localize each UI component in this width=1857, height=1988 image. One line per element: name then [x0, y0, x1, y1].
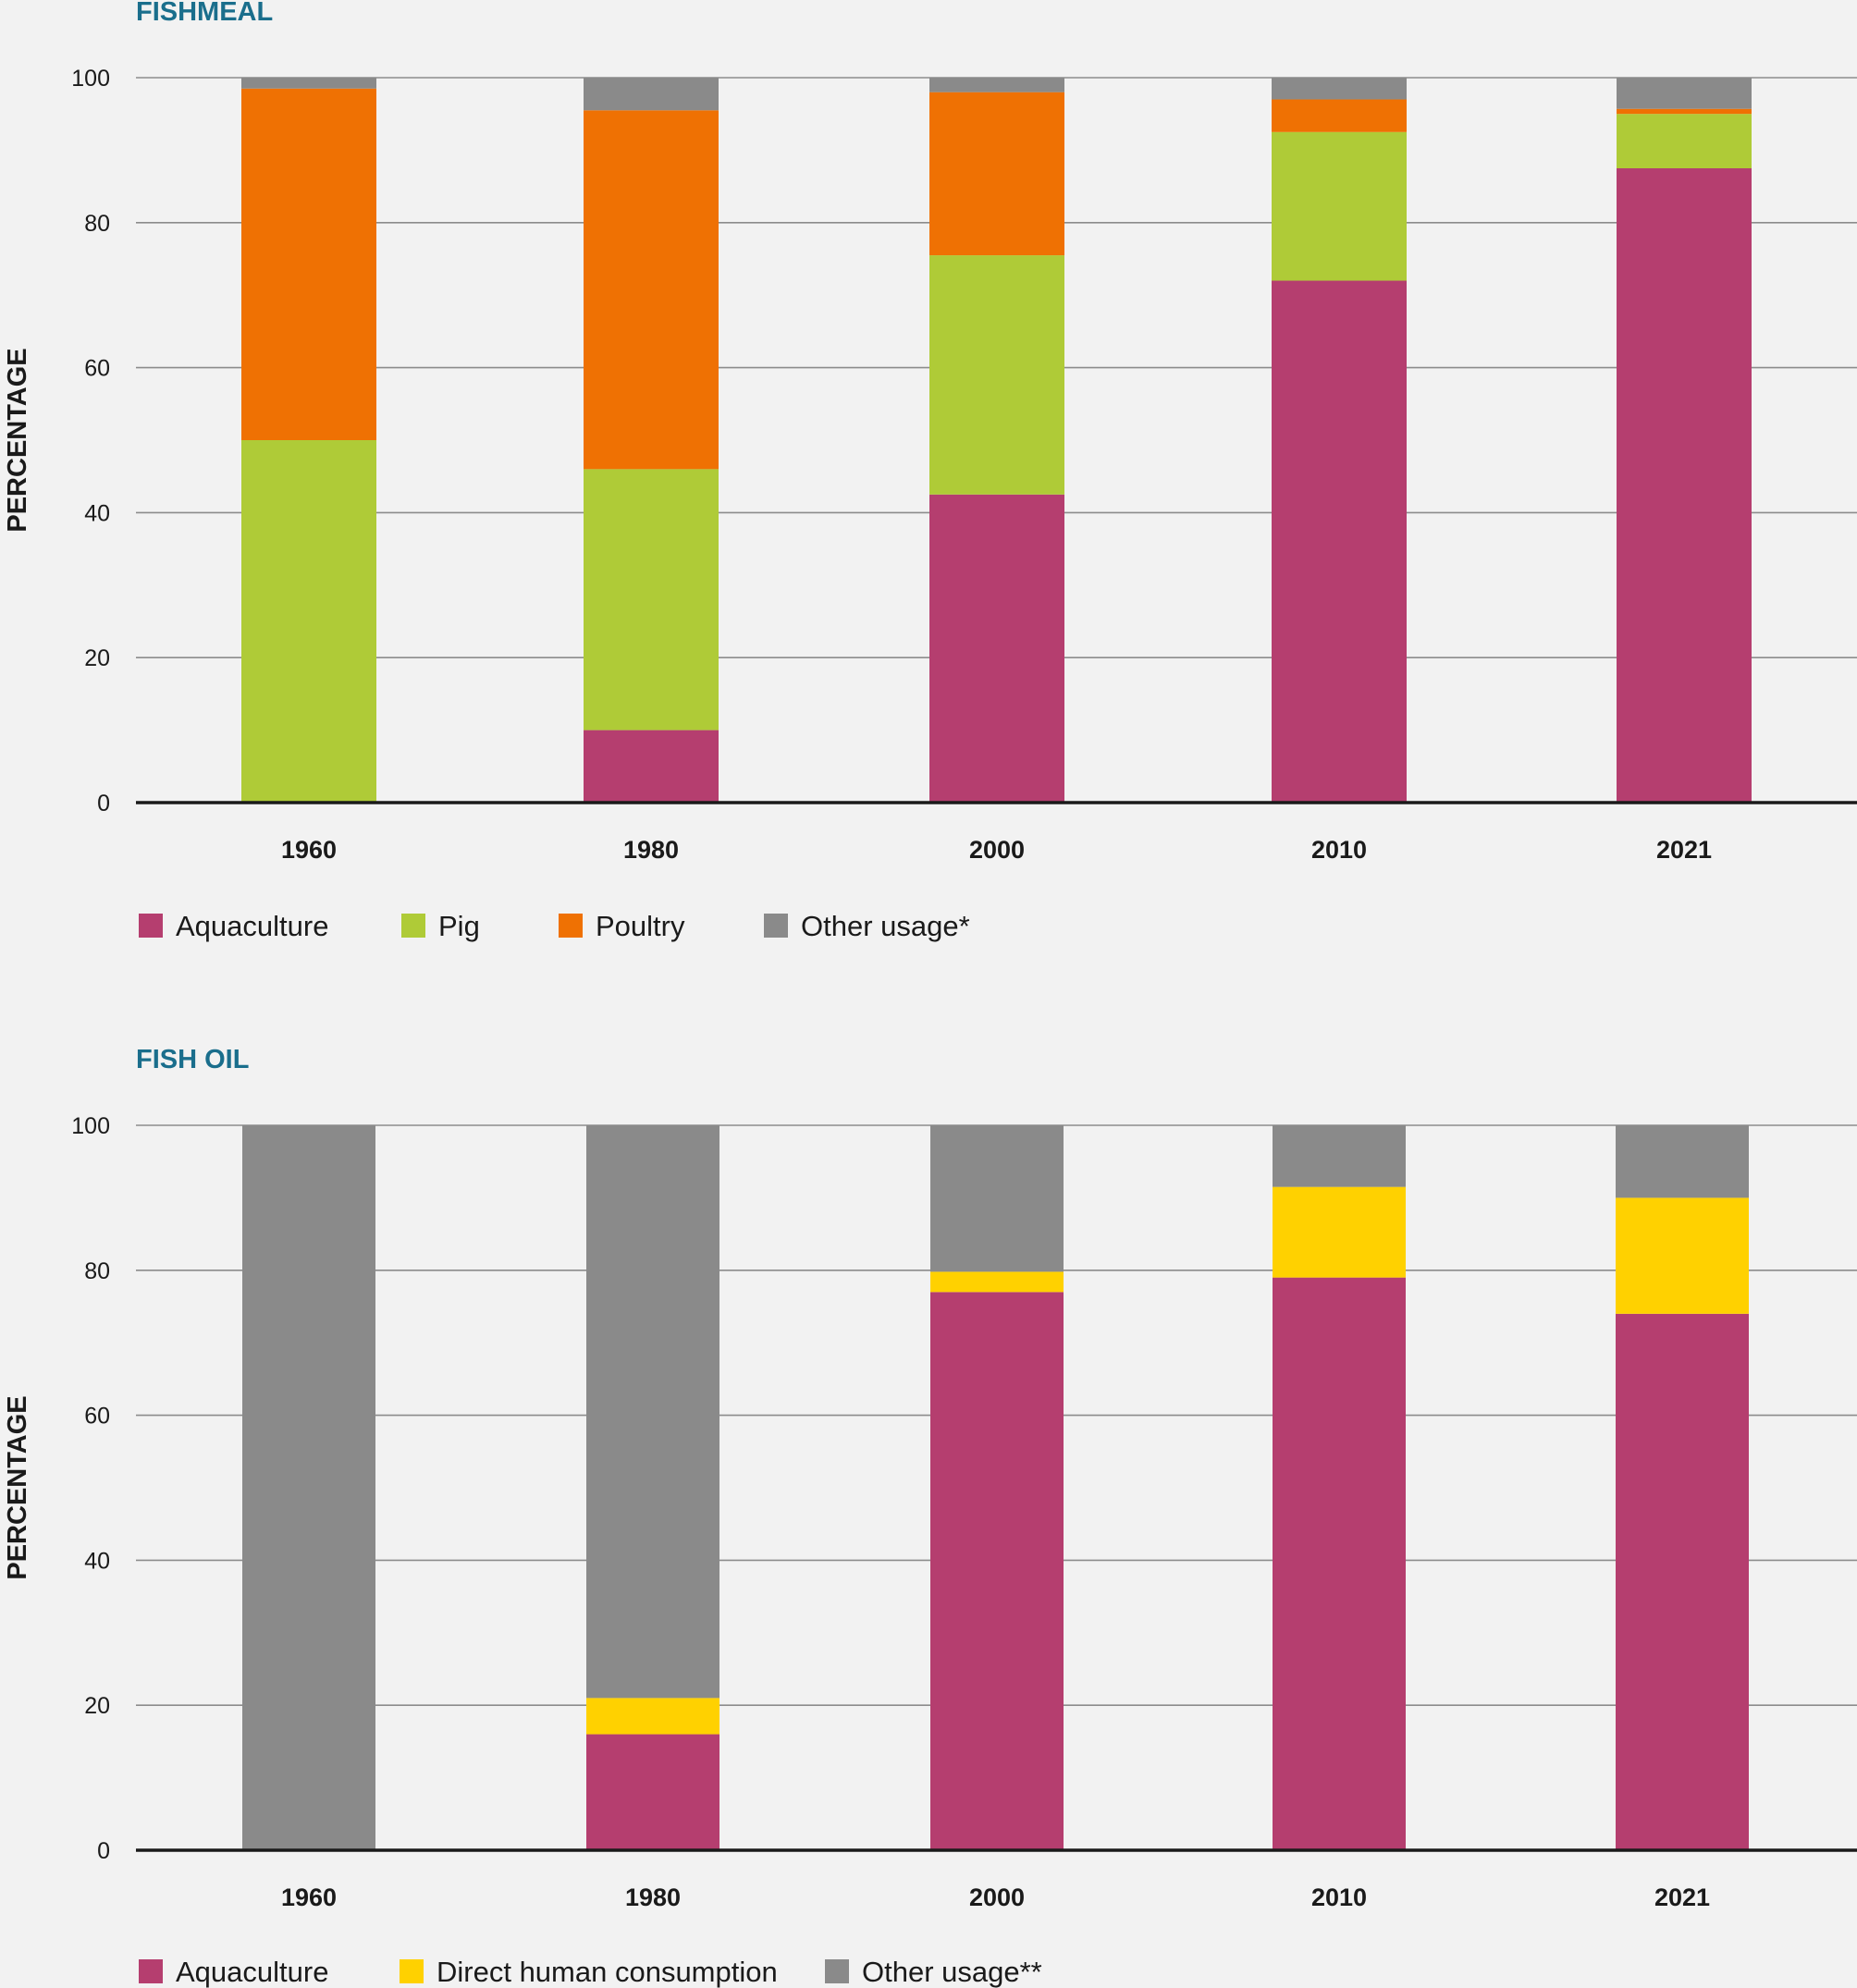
x-tick-label: 2000	[969, 1884, 1025, 1911]
x-tick-label: 2021	[1654, 1884, 1710, 1911]
bar-pig-1960	[241, 440, 376, 803]
chart-fish-oil: FISH OIL 0 20 40 60 80 100 PERCENTAGE 1960 1980 20…	[3, 1045, 1857, 1988]
legend-label: Pig	[438, 910, 480, 942]
bar-direct-human-consumption-2021	[1616, 1197, 1749, 1314]
bar-other-usage-1980	[586, 1125, 719, 1699]
y-axis-label: PERCENTAGE	[3, 1395, 32, 1579]
bar-other-usage-2010	[1273, 1125, 1406, 1187]
bar-direct-human-consumption-1980	[586, 1698, 719, 1735]
bar-direct-human-consumption-2010	[1273, 1186, 1406, 1278]
bar-other-usage-2000	[930, 1125, 1064, 1272]
legend-swatch	[401, 914, 425, 938]
legend-swatch	[825, 1959, 849, 1983]
y-tick-label: 80	[84, 1258, 110, 1284]
bar-aquaculture-2000	[929, 494, 1064, 803]
y-tick-label: 0	[97, 1838, 110, 1864]
x-tick-label: 2010	[1311, 836, 1367, 864]
legend-item-poultry: Poultry	[559, 910, 685, 942]
y-tick-label: 60	[84, 356, 110, 382]
bar-other-usage-1960	[242, 1125, 375, 1850]
chart-title: FISH OIL	[136, 1045, 249, 1074]
legend-item-other-usage: Other usage**	[825, 1956, 1042, 1988]
bar-aquaculture-2021	[1617, 168, 1752, 803]
y-tick-label: 100	[71, 1113, 110, 1139]
legend-item-aquaculture: Aquaculture	[139, 1956, 328, 1988]
legend-label: Aquaculture	[176, 910, 328, 942]
x-tick-label: 1980	[623, 836, 679, 864]
legend-item-aquaculture: Aquaculture	[139, 910, 328, 942]
y-tick-label: 0	[97, 791, 110, 816]
legend-swatch	[139, 914, 163, 938]
bar-direct-human-consumption-2000	[930, 1271, 1064, 1293]
legend-label: Poultry	[596, 910, 685, 942]
bar-poultry-2000	[929, 92, 1064, 256]
chart-title: FISHMEAL	[136, 0, 273, 27]
legend-label: Other usage*	[801, 910, 970, 942]
bar-pig-1980	[584, 469, 719, 730]
legend-label: Aquaculture	[176, 1956, 328, 1988]
legend-label: Other usage**	[862, 1956, 1042, 1988]
y-tick-label: 40	[84, 500, 110, 526]
bar-poultry-2021	[1617, 108, 1752, 115]
bar-pig-2000	[929, 255, 1064, 495]
bar-aquaculture-2021	[1616, 1313, 1749, 1850]
y-tick-label: 40	[84, 1548, 110, 1574]
legend-item-other-usage: Other usage*	[764, 910, 970, 942]
legend-item-pig: Pig	[401, 910, 480, 942]
bar-aquaculture-1980	[584, 730, 719, 803]
y-axis-label: PERCENTAGE	[3, 348, 32, 532]
y-tick-label: 100	[71, 66, 110, 92]
bar-other-usage-2010	[1272, 78, 1407, 100]
legend-swatch	[400, 1959, 424, 1983]
x-tick-label: 2021	[1656, 836, 1712, 864]
bar-other-usage-1960	[241, 78, 376, 89]
legend-swatch	[139, 1959, 163, 1983]
legend-swatch	[764, 914, 788, 938]
legend: Aquaculture Pig Poultry Other usage*	[139, 910, 970, 942]
chart-fishmeal: FISHMEAL 0 20 40 60 80 100 PERCENTAGE 1960 1980 20…	[3, 0, 1857, 942]
bar-aquaculture-1980	[586, 1734, 719, 1850]
legend: Aquaculture Direct human consumption Other…	[139, 1956, 1042, 1988]
legend-swatch	[559, 914, 583, 938]
x-tick-label: 1960	[281, 1884, 337, 1911]
bar-poultry-1960	[241, 88, 376, 440]
legend-label: Direct human consumption	[437, 1956, 778, 1988]
y-tick-label: 20	[84, 1693, 110, 1719]
bar-aquaculture-2010	[1273, 1277, 1406, 1850]
bar-aquaculture-2000	[930, 1292, 1064, 1850]
legend-item-direct-human-consumption: Direct human consumption	[400, 1956, 778, 1988]
bar-other-usage-2021	[1617, 78, 1752, 109]
y-tick-label: 80	[84, 211, 110, 237]
bar-poultry-1980	[584, 110, 719, 470]
bar-aquaculture-2010	[1272, 280, 1407, 803]
bar-poultry-2010	[1272, 99, 1407, 132]
bar-other-usage-2000	[929, 78, 1064, 92]
x-tick-label: 2010	[1311, 1884, 1367, 1911]
bar-pig-2021	[1617, 114, 1752, 168]
bar-pig-2010	[1272, 131, 1407, 281]
x-tick-label: 2000	[969, 836, 1025, 864]
x-tick-label: 1960	[281, 836, 337, 864]
bar-other-usage-2021	[1616, 1125, 1749, 1198]
y-tick-label: 60	[84, 1404, 110, 1430]
y-tick-label: 20	[84, 645, 110, 671]
x-tick-label: 1980	[625, 1884, 681, 1911]
bar-other-usage-1980	[584, 78, 719, 111]
